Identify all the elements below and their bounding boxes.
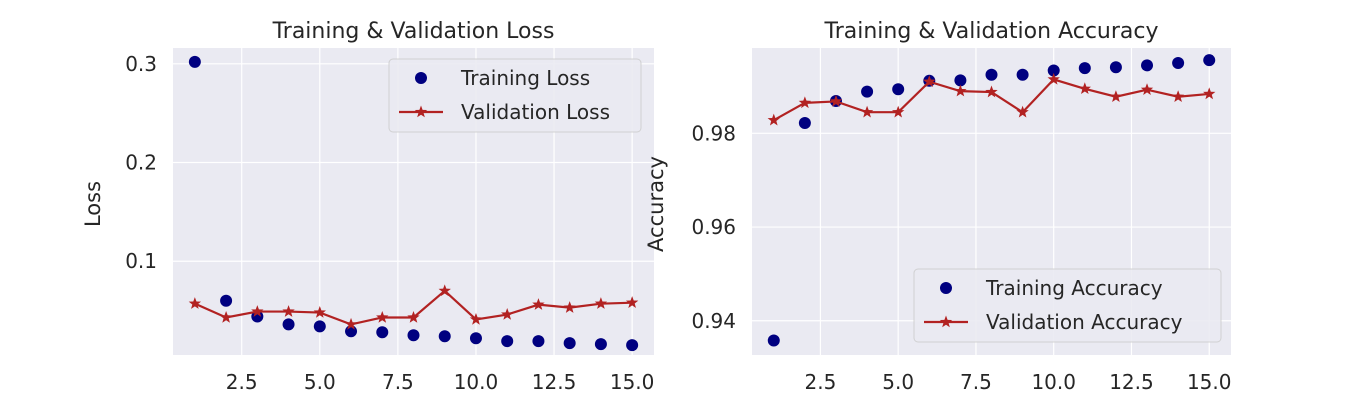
data-point [345,325,358,338]
legend-frame [388,58,642,133]
data-point [1172,56,1185,69]
legend-marker-star [414,105,428,118]
data-point-star [923,75,936,88]
panel-1: 2.5 5.0 7.5 10.0 12.5 15.0 0.1 0.2 0.3 Training &… [81,19,654,394]
data-point [985,68,998,81]
y-axis-label: Loss [81,181,105,227]
legend: Training Accuracy Validation Accuracy [913,268,1222,343]
x-tick-label: 12.5 [532,370,577,394]
data-point-star [829,94,843,107]
y-axis-label: Accuracy [644,156,668,252]
series-training-loss [188,55,639,352]
data-point [1109,61,1122,74]
data-point [438,330,451,343]
legend-marker-star [939,315,953,328]
x-tick-label: 2.5 [805,370,837,394]
data-point [313,320,326,333]
data-point [188,55,201,68]
series-validation-loss [188,284,639,330]
data-point-star [1078,82,1091,95]
data-point [892,83,905,96]
legend-frame [913,268,1222,343]
data-point-star [376,310,389,323]
data-point-star [188,297,202,309]
y-tick-label: 0.94 [691,309,736,333]
data-point-star [282,305,295,317]
data-point [220,294,233,307]
data-point-star [1140,83,1154,95]
data-point [1016,68,1029,81]
data-point-star [501,308,514,320]
data-point-star [985,85,998,98]
data-point [767,334,780,347]
data-point [469,332,482,345]
data-point [954,74,967,87]
data-point [1078,62,1091,75]
y-tick-label: 0.3 [125,52,157,76]
x-tick-label: 5.0 [882,370,914,394]
chart-title: Training & Validation Loss [272,19,555,44]
data-point [376,326,389,339]
x-tick-label: 15.0 [610,370,655,394]
x-tick-label: 10.0 [1031,370,1076,394]
data-point-star [892,105,905,118]
x-tick-label: 7.5 [960,370,992,394]
x-tick-label: 10.0 [454,370,499,394]
data-point [1047,64,1060,77]
data-point-star [469,312,483,325]
data-point-star [563,301,576,313]
data-point-star [860,105,874,118]
legend-label: Validation Accuracy [986,310,1183,334]
y-tick-label: 0.98 [691,121,736,145]
data-point-star [625,296,639,308]
data-point [407,329,420,342]
data-point-star [954,84,967,97]
data-point-star [594,297,608,309]
data-point-star [344,317,358,330]
data-point [594,338,607,351]
y-tick-label: 0.1 [125,249,157,273]
data-point-star [438,284,451,297]
data-point [282,318,295,331]
data-point [1141,59,1154,72]
data-point [501,335,514,348]
data-point [626,339,639,352]
series-validation-accuracy [767,72,1216,126]
data-point [1203,54,1216,67]
data-point-star [219,310,233,323]
x-tick-label: 12.5 [1109,370,1154,394]
x-tick-label: 5.0 [304,370,336,394]
y-tick-label: 0.2 [125,151,157,175]
data-point [563,337,576,350]
data-point-star [313,306,326,318]
data-point-star [798,96,812,109]
data-point [532,335,545,348]
data-point [251,310,264,323]
data-point [798,116,811,129]
data-point-star [251,305,264,317]
legend-label: Training Loss [460,66,590,90]
data-point [861,85,874,98]
data-point-star [1047,72,1060,85]
legend-label: Validation Loss [461,100,610,124]
legend: Training Loss Validation Loss [388,58,642,133]
data-point-star [1016,105,1029,118]
data-point-star [532,298,545,310]
y-tick-label: 0.96 [691,215,736,239]
legend-label: Training Accuracy [985,276,1163,300]
x-tick-label: 2.5 [226,370,258,394]
x-tick-label: 7.5 [382,370,414,394]
x-tick-label: 15.0 [1187,370,1232,394]
legend-marker [415,72,427,84]
data-point-star [1203,87,1216,100]
chart-title: Training & Validation Accuracy [823,19,1158,44]
data-point-star [767,113,780,126]
data-point-star [407,310,420,323]
data-point-star [1109,90,1123,102]
data-point-star [1171,90,1185,102]
legend-marker [940,282,952,294]
panel-2: 2.5 5.0 7.5 10.0 12.5 15.0 0.94 0.96 0.98 Trainin… [644,19,1231,394]
series-training-accuracy [767,54,1216,347]
